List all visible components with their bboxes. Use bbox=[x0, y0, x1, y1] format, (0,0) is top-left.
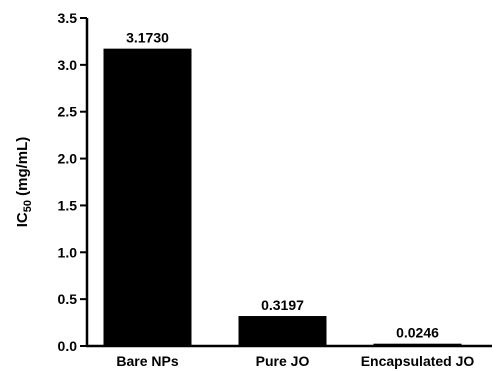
data-label: 3.1730 bbox=[126, 30, 169, 46]
y-axis-title: IC50 (mg/mL) bbox=[14, 137, 34, 228]
y-tick-label: 0.5 bbox=[58, 291, 78, 307]
svg-text:IC50 (mg/mL): IC50 (mg/mL) bbox=[14, 137, 34, 228]
y-axis-title-subscript: 50 bbox=[22, 200, 34, 212]
x-tick-label: Pure JO bbox=[256, 353, 310, 369]
y-tick-label: 1.5 bbox=[58, 197, 78, 213]
y-tick-label: 2.0 bbox=[58, 151, 78, 167]
y-tick-label: 2.5 bbox=[58, 104, 78, 120]
data-label: 0.0246 bbox=[396, 325, 439, 341]
data-labels: 3.1730 0.3197 0.0246 bbox=[126, 30, 439, 341]
y-axis-ticks: 0.0 0.5 1.0 1.5 2.0 2.5 3.0 3.5 bbox=[58, 10, 87, 354]
y-axis-title-prefix: IC bbox=[14, 212, 31, 227]
x-tick-label: Encapsulated JO bbox=[361, 353, 475, 369]
bar bbox=[103, 48, 192, 347]
y-axis-title-suffix: (mg/mL) bbox=[14, 137, 31, 200]
y-tick-label: 0.0 bbox=[58, 338, 78, 354]
data-label: 0.3197 bbox=[261, 297, 304, 313]
y-tick-label: 3.5 bbox=[58, 10, 78, 26]
bar bbox=[238, 316, 327, 346]
x-tick-label: Bare NPs bbox=[116, 353, 178, 369]
bars bbox=[103, 48, 462, 347]
y-tick-label: 3.0 bbox=[58, 57, 78, 73]
y-tick-label: 1.0 bbox=[58, 244, 78, 260]
x-axis-labels: Bare NPs Pure JO Encapsulated JO bbox=[116, 353, 474, 369]
